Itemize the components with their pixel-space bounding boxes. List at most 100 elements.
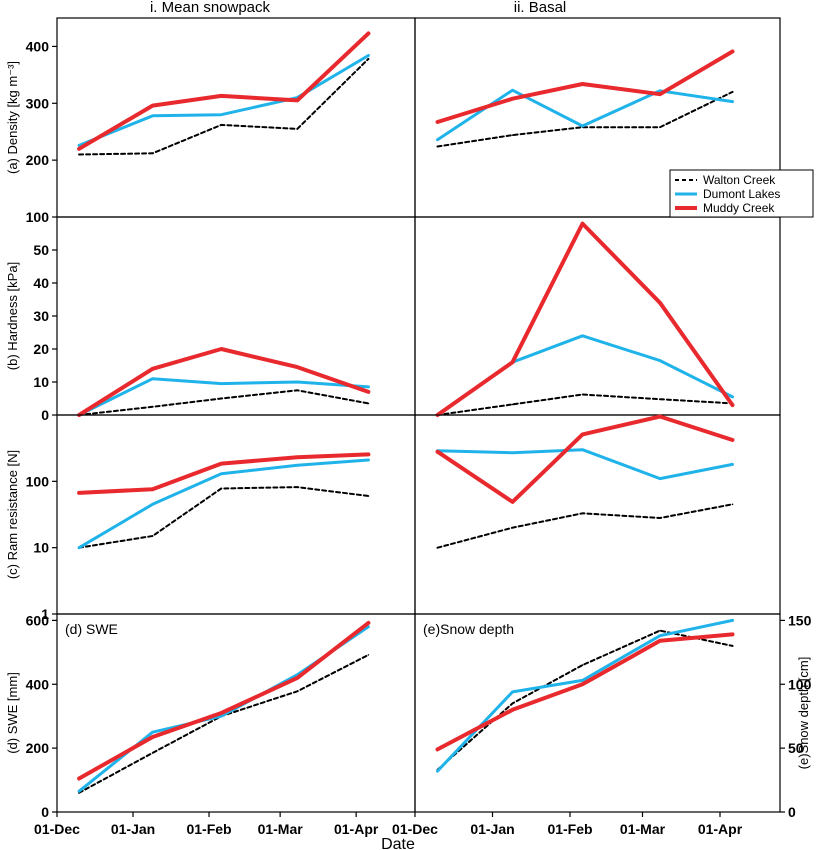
data-point-walton-creek: [659, 398, 661, 400]
y-axis-label: (d) SWE [mm]: [5, 672, 20, 754]
data-point-walton-creek: [436, 145, 439, 148]
data-point-muddy-creek: [151, 488, 154, 491]
panel-frame: [56, 17, 416, 218]
series-line-muddy-creek: [435, 221, 735, 417]
data-point-walton-creek: [296, 486, 299, 488]
data-point-muddy-creek: [296, 366, 299, 368]
data-point-dumont-lakes: [731, 463, 734, 466]
data-point-dumont-lakes: [659, 477, 661, 480]
data-point-muddy-creek: [511, 97, 514, 100]
data-point-muddy-creek: [296, 99, 299, 102]
series-line-dumont-lakes: [77, 54, 370, 147]
data-point-muddy-creek: [436, 450, 439, 453]
data-point-muddy-creek: [511, 709, 514, 711]
data-point-dumont-lakes: [220, 472, 223, 475]
data-point-dumont-lakes: [659, 634, 661, 637]
y-axis-label: (b) Hardness [kPa]: [5, 262, 20, 370]
y-tick-label: 300: [26, 95, 50, 111]
series-line-dumont-lakes: [77, 458, 370, 550]
legend-label-walton-creek: Walton Creek: [703, 173, 776, 187]
series-line-dumont-lakes: [436, 618, 734, 773]
data-point-dumont-lakes: [296, 381, 299, 383]
panel-c-ii: [414, 414, 781, 615]
panel-title: (e)Snow depth: [423, 621, 514, 637]
panel-frame: [56, 613, 416, 813]
x-tick-label: 01-Apr: [334, 821, 379, 837]
data-point-walton-creek: [659, 126, 661, 128]
data-point-muddy-creek: [581, 433, 584, 436]
y-axis-label: (a) Density [kg m⁻³]: [5, 61, 20, 174]
data-point-dumont-lakes: [367, 386, 370, 388]
data-point-dumont-lakes: [436, 770, 439, 772]
x-tick-label: 01-Jan: [111, 821, 155, 837]
data-point-muddy-creek: [367, 391, 370, 393]
series-line-walton-creek: [78, 486, 370, 549]
data-point-dumont-lakes: [78, 144, 80, 147]
y-tick-label: 20: [33, 341, 49, 357]
data-point-walton-creek: [296, 690, 299, 693]
data-point-muddy-creek: [511, 501, 514, 503]
data-point-walton-creek: [731, 91, 734, 93]
data-point-walton-creek: [220, 124, 223, 126]
series-line-walton-creek: [78, 653, 370, 794]
y-tick-label: 10: [33, 540, 49, 556]
data-point-muddy-creek: [296, 456, 299, 459]
data-point-dumont-lakes: [659, 359, 661, 362]
data-point-walton-creek: [511, 526, 514, 529]
data-point-dumont-lakes: [581, 448, 584, 451]
panel-c-i: 1 10 100 (c) Ram resistance [N]: [5, 414, 416, 622]
y-tick-label: 30: [33, 308, 49, 324]
data-point-dumont-lakes: [659, 89, 661, 92]
series-line-dumont-lakes: [77, 625, 370, 793]
y-tick-label: 0: [41, 804, 49, 820]
data-point-dumont-lakes: [296, 464, 299, 467]
data-point-muddy-creek: [731, 50, 734, 53]
series-line-walton-creek: [436, 90, 734, 148]
y-tick-label: 10: [33, 374, 49, 390]
data-point-dumont-lakes: [151, 114, 154, 117]
panel-title: (d) SWE: [65, 621, 118, 637]
series-line-dumont-lakes: [436, 448, 734, 481]
series-line-muddy-creek: [77, 347, 371, 417]
data-point-walton-creek: [151, 152, 154, 155]
data-point-walton-creek: [731, 645, 734, 647]
y-tick-label: 100: [26, 209, 50, 225]
y-tick-label: 100: [788, 676, 812, 692]
data-point-muddy-creek: [659, 640, 661, 642]
data-point-dumont-lakes: [78, 546, 80, 549]
panel-frame: [414, 216, 781, 416]
data-point-walton-creek: [581, 664, 584, 666]
panel-a-ii: [414, 17, 781, 218]
data-point-walton-creek: [436, 546, 439, 549]
y-tick-label: 200: [26, 740, 50, 756]
series-line-muddy-creek: [435, 632, 735, 752]
data-point-muddy-creek: [581, 222, 584, 225]
data-point-muddy-creek: [78, 777, 80, 780]
y-tick-label: 0: [788, 804, 796, 820]
panel-e: 0 50 100 150 (e)Snow depth [cm] (e)Snow depth…: [392, 612, 812, 837]
data-point-dumont-lakes: [511, 691, 514, 693]
data-point-muddy-creek: [296, 677, 299, 679]
data-point-walton-creek: [731, 503, 734, 506]
y-tick-label: 200: [26, 152, 50, 168]
data-point-walton-creek: [151, 405, 154, 408]
panel-b-ii: [414, 216, 781, 417]
data-point-walton-creek: [151, 535, 154, 537]
y-axis-label: (e)Snow depth [cm]: [796, 657, 811, 770]
series-line-walton-creek: [436, 503, 734, 549]
y-tick-label: 100: [26, 473, 50, 489]
series-line-dumont-lakes: [436, 334, 734, 417]
data-point-walton-creek: [220, 487, 223, 490]
data-point-dumont-lakes: [151, 377, 154, 380]
data-point-dumont-lakes: [220, 715, 223, 717]
data-point-dumont-lakes: [151, 503, 154, 506]
x-tick-label: 01-Apr: [698, 821, 743, 837]
data-point-walton-creek: [659, 517, 661, 519]
data-point-dumont-lakes: [436, 138, 439, 141]
series-line-muddy-creek: [77, 31, 371, 151]
x-axis-label: Date: [381, 836, 415, 850]
data-point-muddy-creek: [151, 368, 154, 370]
data-point-walton-creek: [151, 752, 154, 754]
